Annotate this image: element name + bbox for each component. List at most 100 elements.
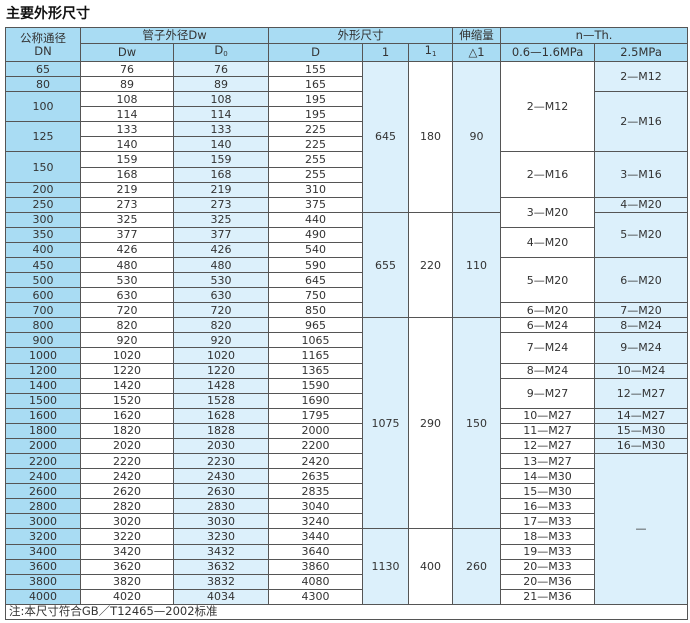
table-row: 2200 2220 2230 2420 13—M27—	[5, 453, 689, 605]
header-bolts: n—Th.	[500, 27, 689, 44]
d0-cell: 377	[172, 226, 270, 243]
d0-cell: 1828	[172, 422, 270, 439]
d-cell: 2835	[268, 483, 364, 500]
table-row: 350 377 377 490 4—M20	[5, 226, 688, 259]
high-pressure-bolt-cell: 5—M20	[594, 211, 689, 259]
dn-cell: 800	[5, 317, 81, 334]
header-dims: 外形尺寸	[268, 27, 454, 44]
dw-cell: 920	[80, 332, 174, 349]
dn-cell: 2800	[5, 498, 81, 515]
dn-cell: 1000	[5, 347, 81, 364]
l1-cell: 290	[408, 317, 454, 530]
d0-cell: 3832	[172, 573, 270, 590]
l-cell: 645	[362, 61, 410, 213]
low-pressure-bolt-cell: 15—M30	[500, 483, 596, 500]
table-row: 3000 3020 3030 3240 17—M33	[5, 513, 688, 530]
d-cell: 750	[268, 287, 364, 304]
footnote: 注:本尺寸符合GB／T12465—2002标准	[4, 603, 689, 620]
dw-cell: 630	[80, 287, 174, 304]
d0-cell: 159	[172, 151, 270, 168]
d0-cell: 2630	[172, 483, 270, 500]
d-cell: 4300	[268, 588, 364, 605]
high-pressure-bolt-cell: —	[594, 453, 689, 605]
dimensions-table: 公称通径 DN 管子外径Dw 外形尺寸 伸缩量 n—Th. Dw D0 D 1 1…	[4, 27, 689, 620]
table-row: 1800 1820 1828 2000 11—M27 15—M30	[5, 422, 689, 439]
dn-cell: 200	[5, 181, 81, 198]
table-row: 150 159 159 255 2—M16 3—M16	[5, 151, 689, 198]
l-cell: 1130	[362, 528, 410, 605]
dw-cell: 273	[80, 196, 174, 213]
high-pressure-bolt-cell: 16—M30	[594, 437, 689, 455]
d0-cell: 630	[172, 287, 270, 304]
dn-sub-label: DN	[34, 43, 52, 58]
low-pressure-bolt-cell: 20—M36	[500, 573, 596, 590]
dn-cell: 80	[5, 76, 81, 93]
dn-cell: 700	[5, 302, 81, 319]
dn-cell: 500	[5, 272, 81, 289]
dw-cell: 1620	[80, 407, 174, 424]
low-pressure-bolt-cell: 14—M30	[500, 468, 596, 485]
delta-l-cell: 110	[452, 211, 502, 319]
d0-cell: 325	[172, 211, 270, 228]
dw-cell: 2020	[80, 437, 174, 455]
low-pressure-bolt-cell: 6—M24	[500, 317, 596, 334]
d-cell: 255	[268, 166, 364, 183]
dw-cell: 1020	[80, 347, 174, 364]
dn-cell: 1200	[5, 362, 81, 379]
d-cell: 1165	[268, 347, 364, 364]
dn-cell: 400	[5, 241, 81, 259]
dw-cell: 820	[80, 317, 174, 334]
dn-cell: 125	[5, 121, 81, 153]
dw-cell: 377	[80, 226, 174, 243]
table-row: 114 114 195	[6, 106, 688, 123]
d0-cell: 480	[172, 257, 270, 274]
low-pressure-bolt-cell: 3—M20	[500, 196, 596, 228]
dw-cell: 480	[80, 257, 174, 274]
dw-cell: 1520	[80, 392, 174, 409]
d-cell: 225	[268, 121, 364, 138]
delta-l-cell: 90	[452, 61, 502, 213]
dw-cell: 3020	[80, 513, 174, 530]
d-cell: 1065	[268, 332, 364, 349]
l-cell: 1075	[362, 317, 410, 530]
dn-cell: 1500	[5, 392, 81, 409]
header-l1: 11	[408, 43, 454, 62]
low-pressure-bolt-cell: 4—M20	[500, 226, 596, 259]
dn-label: 公称通径	[20, 30, 66, 45]
low-pressure-bolt-cell: 8—M24	[500, 362, 596, 379]
header-high-pressure: 2.5MPa	[594, 43, 689, 62]
d-cell: 3040	[268, 498, 364, 515]
table-row: 3600 3620 3632 3860 20—M33	[5, 558, 688, 575]
d0-cell: 1020	[172, 347, 270, 364]
d0-cell: 273	[172, 196, 270, 213]
dw-cell: 530	[80, 272, 174, 289]
header-low-pressure: 0.6—1.6MPa	[500, 43, 596, 62]
header-dn: 公称通径 DN	[5, 27, 81, 62]
header-l: 1	[362, 43, 410, 62]
d-cell: 850	[268, 302, 364, 319]
d0-cell: 133	[172, 121, 270, 138]
l-cell: 655	[362, 211, 410, 319]
low-pressure-bolt-cell: 16—M33	[500, 498, 596, 515]
d0-cell: 89	[172, 76, 270, 93]
dn-cell: 3800	[5, 573, 81, 590]
table-row: 450 480 480 590 5—M20 6—M20	[5, 257, 689, 304]
low-pressure-bolt-cell: 5—M20	[500, 257, 596, 304]
d0-cell: 1220	[172, 362, 270, 379]
dn-cell: 2600	[5, 483, 81, 500]
dw-cell: 426	[80, 241, 174, 259]
l1-cell: 180	[408, 61, 454, 213]
table-row: 300 325 325 440 655 220 110 5—M20	[5, 211, 689, 319]
dw-cell: 3620	[80, 558, 174, 575]
dn-cell: 65	[5, 60, 81, 78]
dn-cell: 150	[5, 151, 81, 183]
table-row: 200 219 219 310	[5, 181, 688, 198]
d0-cell: 4034	[172, 588, 270, 605]
dw-cell: 76	[80, 60, 174, 78]
high-pressure-bolt-cell: 10—M24	[594, 362, 689, 379]
dn-cell: 3400	[5, 543, 81, 560]
low-pressure-bolt-cell: 20—M33	[500, 558, 596, 575]
d0-cell: 2030	[172, 437, 270, 455]
d0-cell: 920	[172, 332, 270, 349]
page-title: 主要外形尺寸	[6, 6, 90, 22]
